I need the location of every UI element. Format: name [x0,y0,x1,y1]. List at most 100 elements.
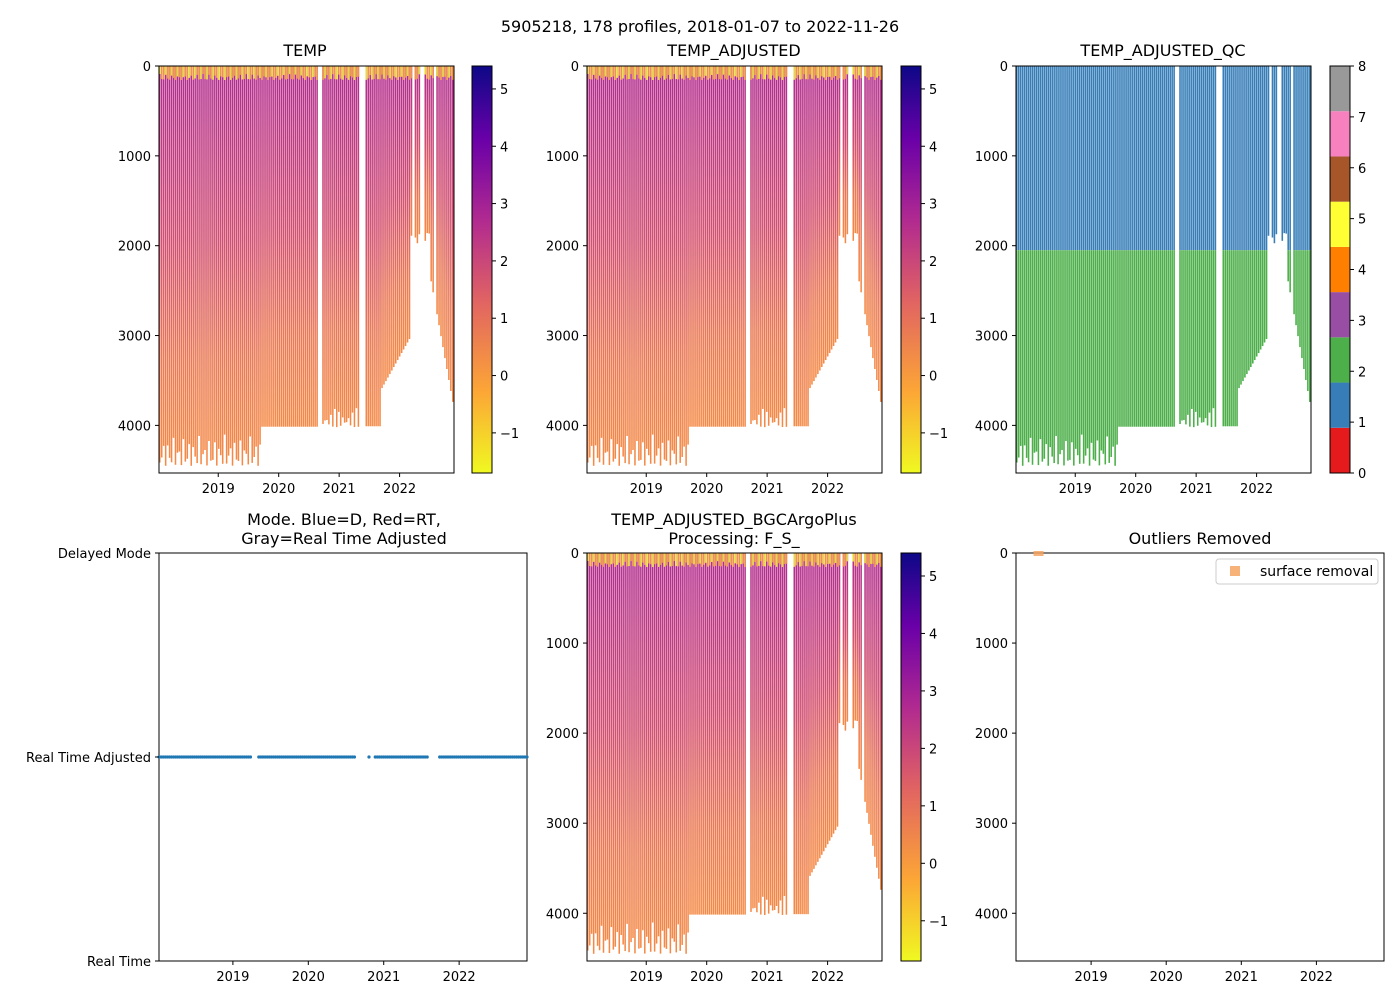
profile-column [718,553,721,915]
x-tick-label: 2020 [690,970,723,985]
qc-cell [1179,250,1181,425]
profile-column [738,553,740,915]
surface-band [446,66,448,80]
surface-band [602,553,605,567]
surface-band [838,66,841,79]
profile-column [817,553,819,862]
qc-cell [1128,66,1130,251]
surface-band [640,553,642,567]
qc-cell [1043,250,1046,459]
surface-band [192,66,194,80]
profile-column [667,66,670,441]
qc-cell [1253,66,1256,251]
profile-column [312,66,314,427]
surface-band [687,553,689,566]
x-tick-label: 2022 [443,970,476,985]
surface-band [402,66,405,80]
profile-column [860,553,862,780]
qc-cell [1096,250,1099,441]
surface-band [608,553,611,567]
colorbar-tick-label: −1 [929,915,948,930]
profile-column [659,553,662,954]
profile-column [683,553,685,935]
surface-band [178,66,181,78]
profile-column [738,66,740,427]
surface-band [373,66,375,79]
profile-column [404,66,407,347]
qc-cell [1035,66,1038,251]
qc-cell [1157,66,1160,251]
qc-cell [1248,66,1250,251]
surface-band [756,553,758,567]
profile-column [616,553,619,933]
surface-band [722,553,725,562]
profile-column [649,66,652,464]
profile-column [657,66,660,449]
surface-band [683,66,685,80]
profile-column [722,553,725,915]
surface-band [813,66,815,80]
profile-column [616,66,619,445]
profile-column [587,66,589,463]
profile-column [736,553,739,915]
profile-column [292,66,295,427]
surface-band [396,66,399,80]
profile-column [365,66,368,427]
profile-column [602,66,605,465]
profile-column [624,66,626,464]
surface-band [271,66,273,77]
profile-column [655,553,658,944]
surface-band [858,66,860,76]
surface-band [395,66,397,78]
surface-band [204,66,206,80]
surface-band [793,553,796,567]
profile-column [714,66,717,427]
surface-band [282,66,285,76]
qc-cell [1017,66,1020,251]
qc-cell [1019,250,1022,446]
profile-column [815,66,817,378]
qc-cell [1114,66,1116,251]
panel-title: Outliers Removed [1129,529,1272,548]
x-tick-label: 2019 [1059,482,1092,497]
profile-column [416,66,419,244]
qc-cell [1263,66,1266,251]
profile-column [673,553,676,942]
qc-cell [1212,66,1215,251]
profile-column [858,553,860,769]
surface-band [706,66,709,80]
surface-band [783,553,786,565]
qc-cell [1016,250,1018,463]
surface-band [306,66,309,77]
profile-column [769,66,772,418]
surface-band [718,66,721,80]
surface-band [663,553,666,567]
qc-cell [1039,66,1042,251]
profile-column [653,66,656,464]
profile-column [807,553,809,915]
x-axis: 2019 2020 2021 2022 [202,473,416,497]
profile-column [426,66,429,234]
profile-column [703,66,705,427]
qc-cell [1283,66,1286,234]
surface-band [705,66,707,76]
surface-band [679,66,681,75]
surface-band [817,66,819,79]
surface-band [387,66,389,76]
surface-band [259,66,261,79]
profile-column [653,553,656,952]
qc-cell [1076,66,1079,251]
qc-cell [1200,66,1203,251]
profile-column [164,66,167,466]
profile-column [391,66,393,371]
profile-column [866,66,868,326]
surface-band [174,66,177,80]
profile-column [600,553,603,926]
profile-column [414,66,417,238]
profile-column [438,66,440,326]
y-tick-label: 3000 [546,817,579,832]
profile-column [823,66,825,364]
profile-column [870,553,872,835]
